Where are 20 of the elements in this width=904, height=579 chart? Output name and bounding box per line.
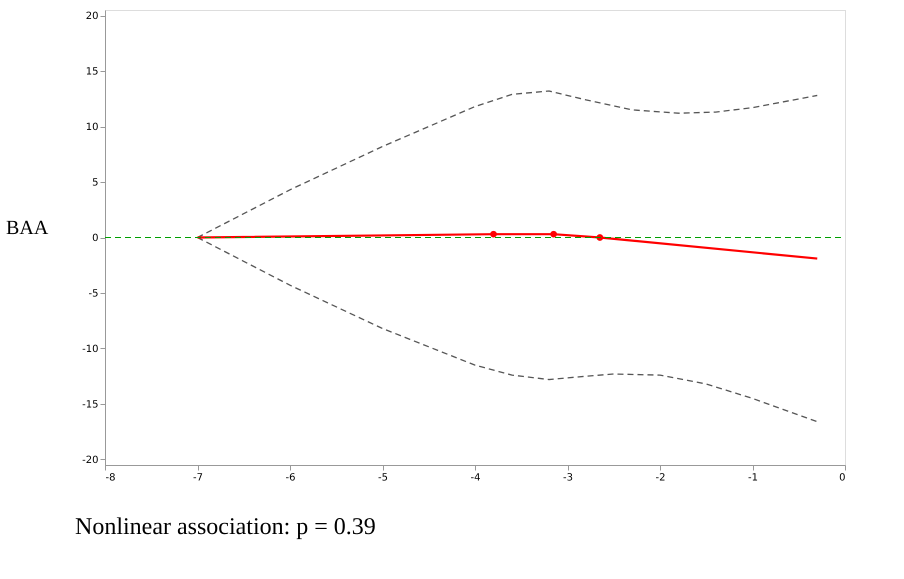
x-tick-label: -7 xyxy=(193,472,203,484)
y-tick-label: -20 xyxy=(82,454,98,466)
x-tick-label: -6 xyxy=(286,472,296,484)
x-tick-label: -4 xyxy=(470,472,480,484)
x-tick-label: -1 xyxy=(748,472,758,484)
x-tick-label: -3 xyxy=(563,472,573,484)
y-tick-label: 10 xyxy=(86,122,98,134)
x-tick-label: -8 xyxy=(106,472,116,484)
y-tick-label: -5 xyxy=(88,288,98,300)
text: Nonlinear association: p = 0.39 xyxy=(75,514,376,540)
y-axis-title: BAA xyxy=(6,217,49,239)
x-tick-label: 0 xyxy=(839,472,846,484)
y-tick-label: 15 xyxy=(86,66,98,78)
y-tick-label: -15 xyxy=(82,399,98,410)
y-tick-label: 5 xyxy=(92,178,98,189)
y-tick-label: -10 xyxy=(82,344,98,355)
x-tick-label: -5 xyxy=(378,472,388,484)
y-tick-label: 20 xyxy=(86,11,98,22)
y-tick-label: 0 xyxy=(92,233,98,244)
x-tick-label: -2 xyxy=(656,472,666,484)
